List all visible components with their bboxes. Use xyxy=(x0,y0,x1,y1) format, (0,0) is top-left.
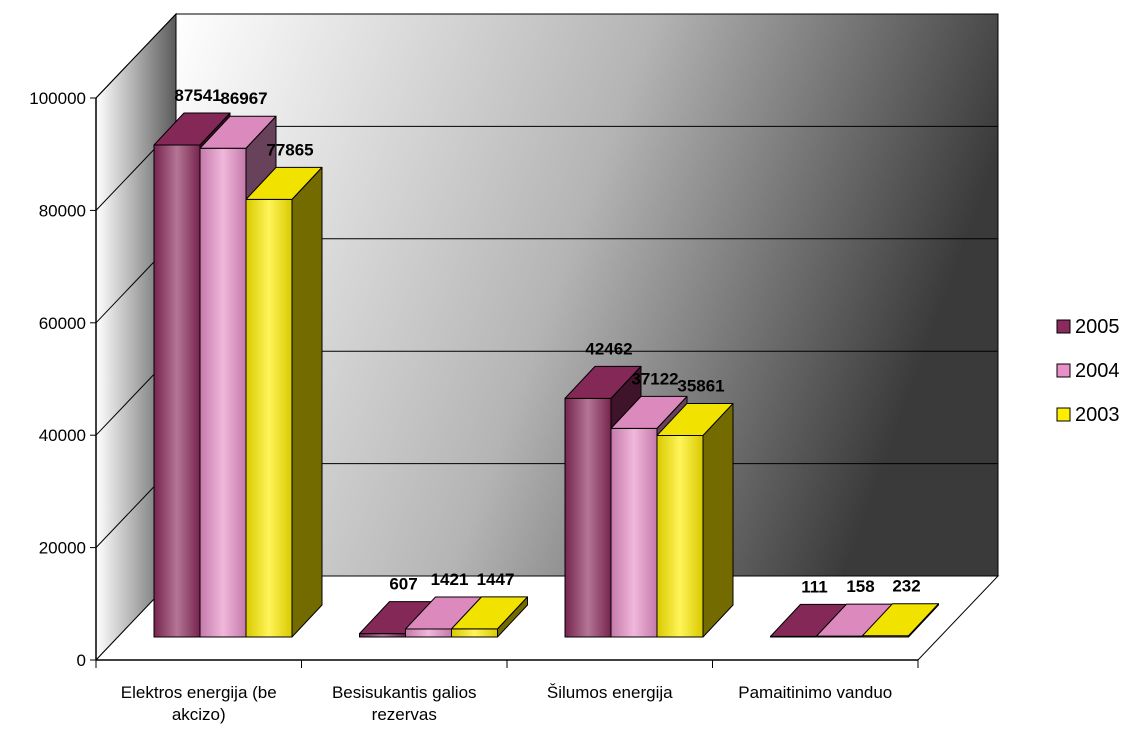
data-label: 111 xyxy=(801,577,828,596)
data-label: 37122 xyxy=(631,369,678,388)
bar-top xyxy=(199,115,277,149)
y-tick-label: 80000 xyxy=(39,201,86,220)
bar-2003-2 xyxy=(656,402,734,638)
data-label: 86967 xyxy=(220,89,267,108)
legend-swatch xyxy=(1056,363,1071,378)
bar-top xyxy=(610,395,688,429)
bar-front xyxy=(153,144,201,638)
category-label: Elektros energija (be akcizo) xyxy=(121,683,277,724)
bar-front xyxy=(564,397,612,638)
y-tick-label: 60000 xyxy=(39,314,86,333)
bar-2003-0 xyxy=(245,166,323,638)
bar-top xyxy=(153,112,231,146)
bar-2003-3 xyxy=(862,603,939,638)
data-label: 1421 xyxy=(431,570,469,589)
bar-top xyxy=(862,603,939,637)
category-label: Pamaitinimo vanduo xyxy=(738,683,892,702)
gridline-side xyxy=(95,13,177,99)
bar-2003-1 xyxy=(451,596,528,638)
bar-front xyxy=(245,198,293,638)
bar-top xyxy=(245,166,323,200)
y-tick-label: 0 xyxy=(77,651,86,670)
bar-front xyxy=(656,434,704,638)
legend-label: 2003 xyxy=(1075,404,1120,426)
bar-top xyxy=(451,596,528,630)
legend-swatch xyxy=(1056,319,1071,334)
bar-side xyxy=(702,402,734,638)
bar-front xyxy=(359,633,406,638)
data-label: 77865 xyxy=(266,140,313,159)
axes: 0 20000 40000 60000 80000 100000 xyxy=(29,89,919,670)
data-label: 35861 xyxy=(677,376,724,395)
legend-swatch xyxy=(1056,407,1071,422)
category-label: Šilumos energija xyxy=(547,683,673,702)
data-label: 1447 xyxy=(477,570,515,589)
y-tick-label: 100000 xyxy=(29,89,86,108)
legend: 2005 2004 2003 xyxy=(1056,316,1120,426)
data-label: 607 xyxy=(389,575,417,594)
y-tick-label: 40000 xyxy=(39,426,86,445)
bar-front xyxy=(199,147,247,638)
legend-label: 2005 xyxy=(1075,316,1120,338)
bar-side xyxy=(291,166,323,638)
bar-front xyxy=(451,628,498,638)
bar-front xyxy=(405,628,452,638)
legend-label: 2004 xyxy=(1075,360,1120,382)
bar-top xyxy=(564,365,642,399)
bar-top xyxy=(656,402,734,436)
bar-front xyxy=(610,427,658,638)
bars xyxy=(153,112,939,638)
data-label: 87541 xyxy=(174,86,221,105)
data-label: 232 xyxy=(892,577,920,596)
data-label: 42462 xyxy=(585,339,632,358)
data-label: 158 xyxy=(846,577,874,596)
y-tick-label: 20000 xyxy=(39,539,86,558)
category-label: Besisukantis galios rezervas xyxy=(332,683,477,724)
